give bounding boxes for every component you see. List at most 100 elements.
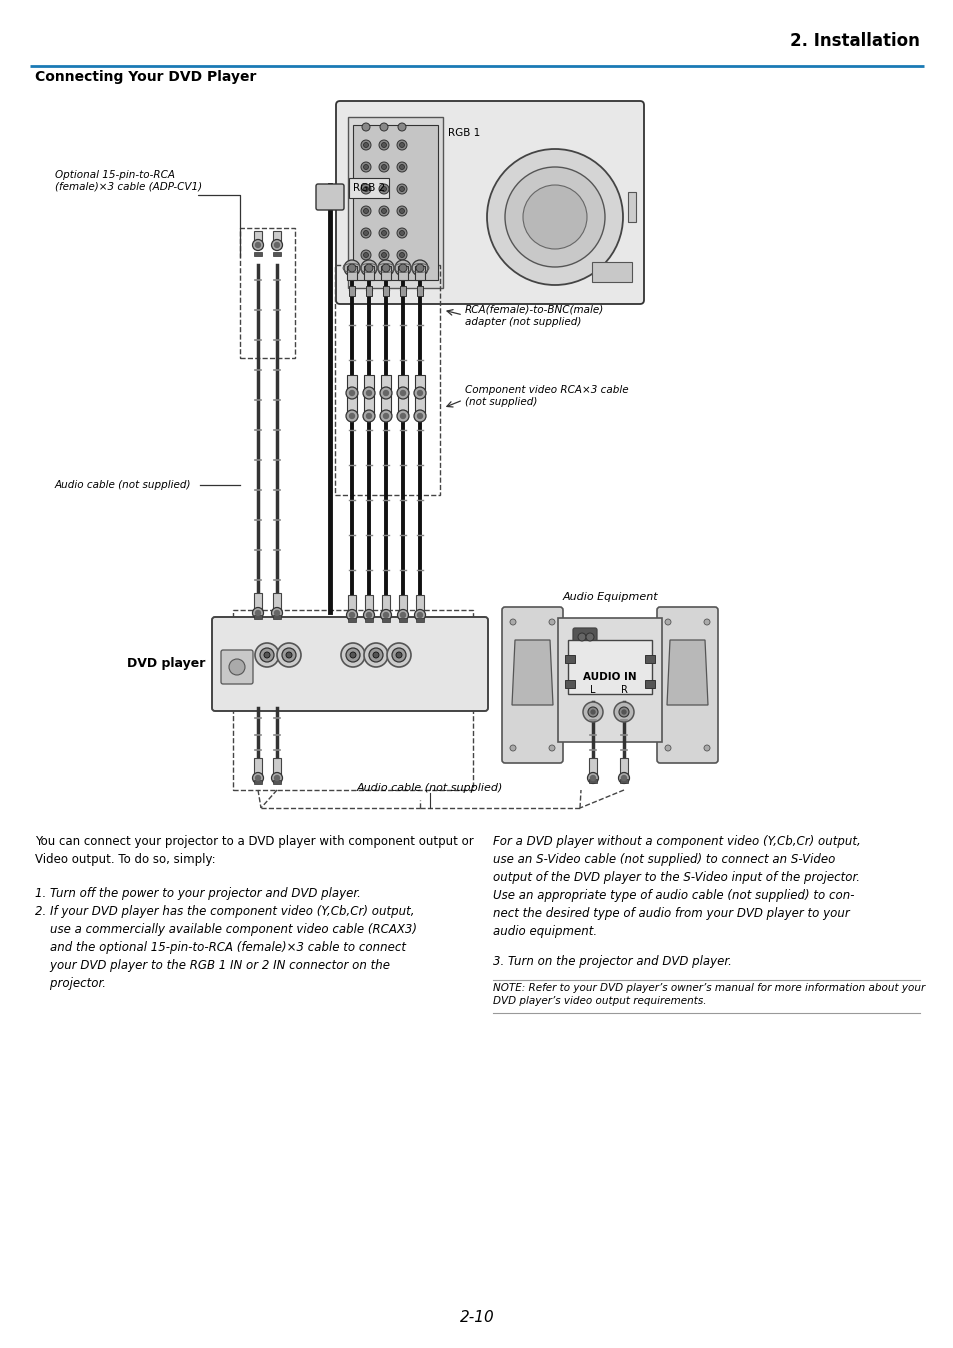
Bar (416, 594, 423, 613)
Circle shape (396, 249, 407, 260)
Circle shape (274, 775, 279, 780)
Circle shape (414, 387, 426, 399)
Bar (273, 231, 281, 248)
Circle shape (396, 140, 407, 150)
Text: RCA(female)-to-BNC(male)
adapter (not supplied): RCA(female)-to-BNC(male) adapter (not su… (464, 305, 603, 326)
Bar (564, 655, 575, 663)
Polygon shape (512, 640, 553, 705)
Circle shape (378, 162, 389, 173)
Text: Optional 15-pin-to-RCA
(female)×3 cable (ADP-CV1): Optional 15-pin-to-RCA (female)×3 cable … (55, 170, 202, 191)
Bar (380, 394, 391, 414)
Circle shape (369, 648, 382, 662)
Text: 2-10: 2-10 (459, 1310, 494, 1325)
Text: Audio cable (not supplied): Audio cable (not supplied) (55, 480, 192, 491)
FancyBboxPatch shape (212, 617, 488, 710)
Circle shape (381, 209, 386, 213)
Circle shape (255, 775, 260, 780)
Text: Audio cable (not supplied): Audio cable (not supplied) (356, 783, 502, 793)
Circle shape (414, 609, 425, 620)
Bar (627, 191, 636, 222)
Bar (347, 266, 356, 280)
Circle shape (381, 264, 390, 272)
Bar (365, 617, 373, 621)
Circle shape (398, 264, 407, 272)
Bar (364, 266, 374, 280)
Circle shape (229, 659, 245, 675)
Circle shape (373, 652, 378, 658)
Circle shape (399, 164, 404, 170)
Circle shape (621, 710, 625, 714)
Circle shape (548, 745, 555, 751)
Bar (347, 394, 356, 414)
Circle shape (618, 772, 629, 783)
Circle shape (381, 231, 386, 236)
Circle shape (274, 243, 279, 248)
Circle shape (400, 391, 405, 395)
FancyBboxPatch shape (335, 101, 643, 305)
Bar (415, 375, 424, 395)
Circle shape (282, 648, 295, 662)
Circle shape (582, 702, 602, 723)
Text: 2. If your DVD player has the component video (Y,Cb,Cr) output,
    use a commer: 2. If your DVD player has the component … (35, 905, 416, 989)
Circle shape (363, 164, 368, 170)
Circle shape (395, 652, 401, 658)
Bar (588, 779, 597, 783)
Bar (416, 286, 422, 297)
Circle shape (614, 702, 634, 723)
Bar (397, 266, 408, 280)
Circle shape (349, 414, 355, 418)
Text: L: L (590, 685, 595, 696)
Circle shape (397, 609, 408, 620)
Circle shape (703, 619, 709, 625)
Circle shape (400, 414, 405, 418)
Circle shape (360, 260, 376, 276)
Text: AUDIO IN: AUDIO IN (582, 673, 637, 682)
Circle shape (272, 608, 282, 619)
Circle shape (346, 609, 357, 620)
Bar (364, 375, 374, 395)
Circle shape (255, 611, 260, 616)
FancyBboxPatch shape (501, 607, 562, 763)
Circle shape (378, 183, 389, 194)
Circle shape (381, 164, 386, 170)
Bar (398, 594, 407, 613)
Circle shape (363, 609, 375, 620)
Bar (253, 252, 262, 256)
Bar (335, 266, 439, 495)
Bar (233, 611, 473, 790)
Circle shape (253, 772, 263, 783)
Text: RGB 1: RGB 1 (448, 128, 479, 137)
Circle shape (360, 228, 371, 239)
Text: AUDIO OUT: AUDIO OUT (250, 698, 306, 708)
Circle shape (286, 652, 292, 658)
Bar (415, 266, 424, 280)
Circle shape (363, 387, 375, 399)
Text: R: R (285, 677, 293, 687)
Circle shape (383, 612, 388, 617)
Bar (273, 758, 281, 775)
Circle shape (360, 249, 371, 260)
Circle shape (396, 206, 407, 216)
Bar (366, 286, 372, 297)
Bar (380, 375, 391, 395)
Circle shape (510, 745, 516, 751)
FancyBboxPatch shape (349, 178, 389, 198)
Bar (364, 394, 374, 414)
Bar (397, 375, 408, 395)
Bar (397, 394, 408, 414)
Bar (273, 615, 281, 619)
Circle shape (364, 643, 388, 667)
Circle shape (585, 634, 594, 642)
Circle shape (340, 643, 365, 667)
Bar (240, 228, 294, 359)
Circle shape (392, 648, 406, 662)
Circle shape (379, 123, 388, 131)
Circle shape (399, 231, 404, 236)
Circle shape (387, 643, 411, 667)
Bar (380, 266, 391, 280)
Circle shape (361, 123, 370, 131)
Circle shape (349, 391, 355, 395)
Circle shape (264, 652, 270, 658)
Text: 2. Installation: 2. Installation (789, 32, 919, 50)
Circle shape (363, 209, 368, 213)
